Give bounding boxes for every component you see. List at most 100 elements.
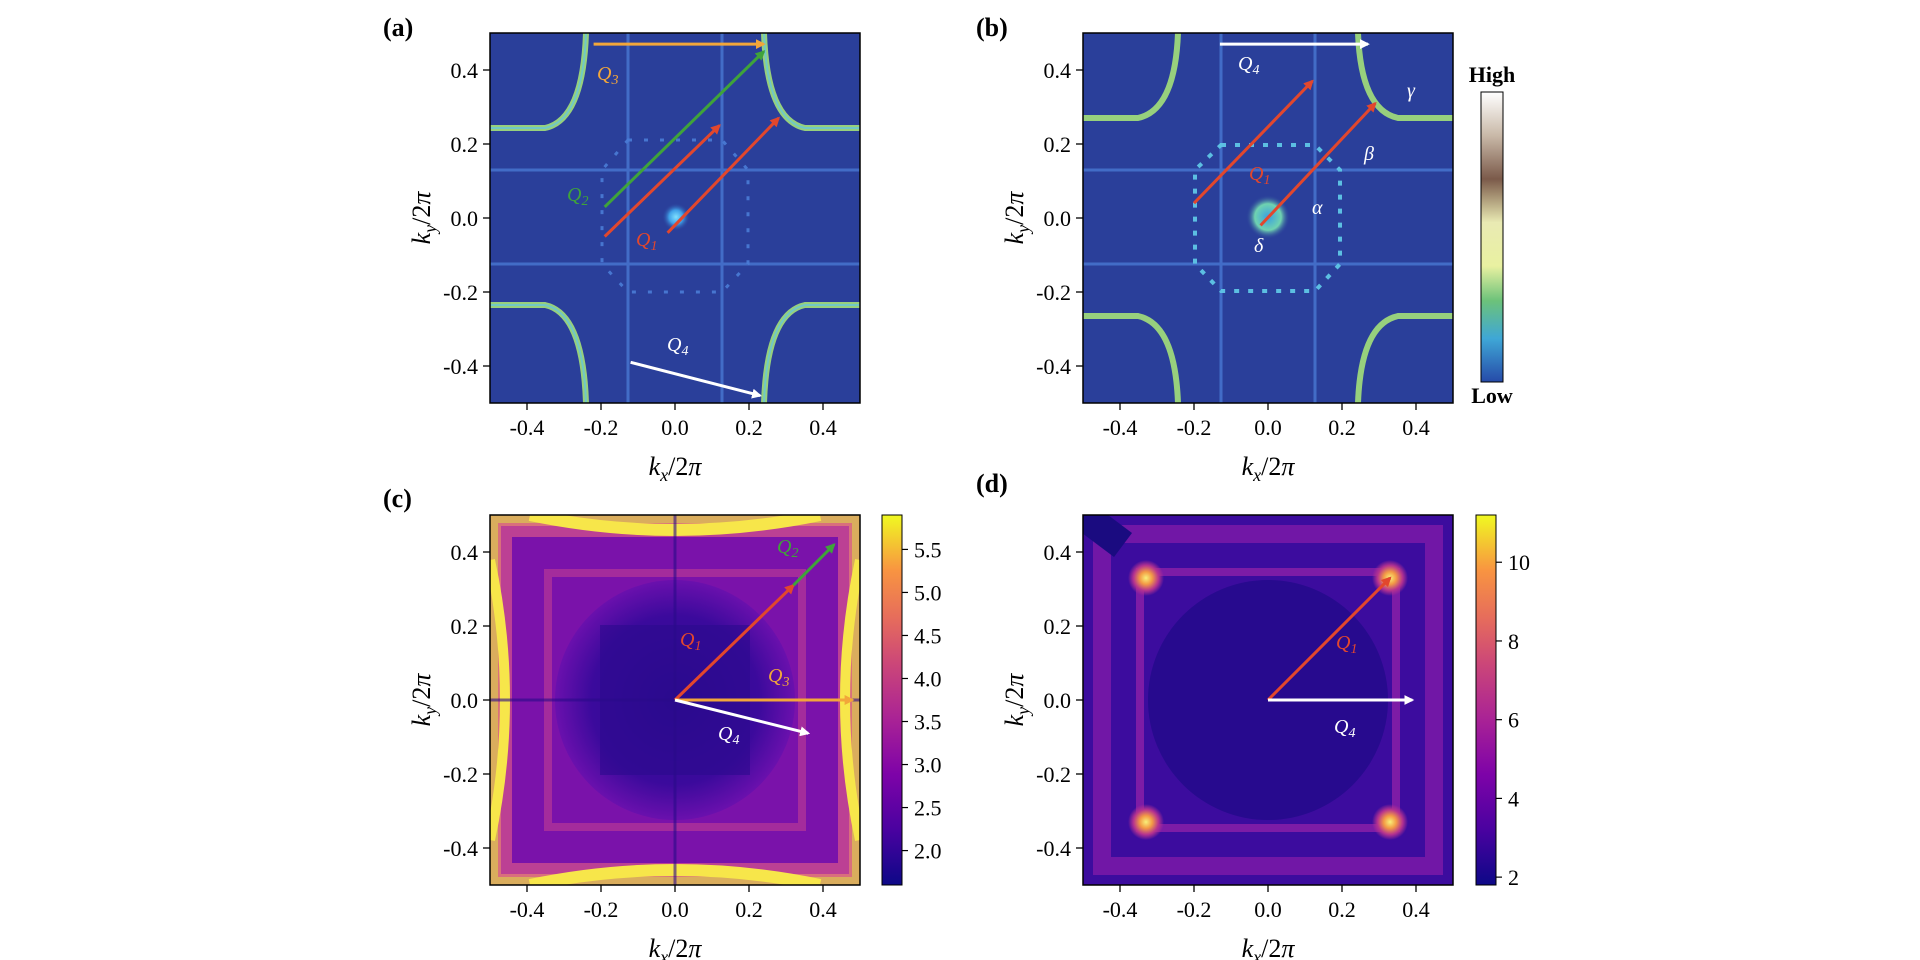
colorbar-c <box>881 514 903 886</box>
y-tick-label: -0.2 <box>443 762 478 787</box>
vector-q1 <box>673 583 795 702</box>
vector-q1 <box>1259 101 1377 227</box>
panel-a-xlabel: kx/2π <box>649 452 703 485</box>
vector-q1 <box>1192 79 1314 205</box>
y-tick-label: 0.4 <box>1044 58 1072 83</box>
vector-q1 <box>666 116 780 234</box>
y-tick-label: 0.0 <box>451 206 479 231</box>
y-tick-label: 0.0 <box>1044 206 1072 231</box>
panel-b: (b) -0.4 -0.2 0.0 0.2 0.4 0.4 0.2 0.0 -0.2 -0.4 k… <box>976 13 1515 485</box>
panel-c: (c) -0.4 -0.2 0.0 0.2 0.4 0.4 0.2 0.0 -0.2 -0.4 k… <box>383 484 942 960</box>
colorbar-tick-label: 4.0 <box>914 666 942 691</box>
colorbar-tick-label: 5.0 <box>914 580 942 605</box>
panel-a-label: (a) <box>383 13 413 42</box>
panel-d-ticks: -0.4 -0.2 0.0 0.2 0.4 0.4 0.2 0.0 -0.2 -0.4 <box>1036 540 1430 922</box>
y-tick-label: 0.4 <box>1044 540 1072 565</box>
x-tick-label: 0.0 <box>661 897 689 922</box>
y-tick-label: 0.4 <box>451 58 479 83</box>
x-tick-label: 0.0 <box>661 415 689 440</box>
colorbar-tick-label: 10 <box>1508 550 1530 575</box>
y-tick-label: 0.2 <box>451 614 479 639</box>
x-tick-label: -0.4 <box>510 415 545 440</box>
colorbar-tick-label: 4.5 <box>914 623 942 648</box>
panel-d-label: (d) <box>976 469 1008 498</box>
panel-c-label: (c) <box>383 484 412 513</box>
y-tick-label: 0.2 <box>1044 132 1072 157</box>
vector-q4 <box>630 360 763 399</box>
colorbar-tick-label: 3.5 <box>914 710 942 735</box>
x-tick-label: 0.0 <box>1254 897 1282 922</box>
x-tick-label: 0.2 <box>1328 897 1356 922</box>
panel-b-ylabel: ky/2π <box>1000 191 1033 245</box>
y-tick-label: -0.4 <box>1036 836 1071 861</box>
colorbar-tick-label: 3.0 <box>914 753 942 778</box>
y-tick-label: -0.4 <box>1036 354 1071 379</box>
band-gamma: γ <box>1407 80 1416 102</box>
colorbar-tick-label: 2 <box>1508 865 1519 890</box>
panel-c-xlabel: kx/2π <box>649 934 703 960</box>
colorbar-tick-label: 6 <box>1508 708 1519 733</box>
y-tick-label: 0.0 <box>451 688 479 713</box>
panel-a-ylabel: ky/2π <box>407 191 440 245</box>
panel-b-vectors <box>1192 39 1377 227</box>
y-tick-label: 0.4 <box>451 540 479 565</box>
colorbar-b-high: High <box>1469 62 1515 87</box>
y-tick-label: -0.4 <box>443 354 478 379</box>
x-tick-label: -0.2 <box>584 415 619 440</box>
x-tick-label: -0.4 <box>1103 415 1138 440</box>
panel-c-ylabel: ky/2π <box>407 673 440 727</box>
x-tick-label: 0.4 <box>1402 897 1430 922</box>
colorbar-tick-label: 5.5 <box>914 537 942 562</box>
x-tick-label: -0.4 <box>510 897 545 922</box>
y-tick-label: -0.2 <box>1036 280 1071 305</box>
panel-d-ylabel: ky/2π <box>1000 673 1033 727</box>
y-tick-label: -0.4 <box>443 836 478 861</box>
y-tick-label: 0.2 <box>451 132 479 157</box>
y-tick-label: -0.2 <box>443 280 478 305</box>
panel-c-ticks: -0.4 -0.2 0.0 0.2 0.4 0.4 0.2 0.0 -0.2 -0.4 <box>443 540 837 922</box>
y-tick-label: 0.0 <box>1044 688 1072 713</box>
vector-q2 <box>603 50 766 208</box>
panel-a-heatmap <box>490 33 860 403</box>
vector-q4 <box>674 698 811 737</box>
x-tick-label: 0.4 <box>809 897 837 922</box>
panel-a-ticks: -0.4 -0.2 0.0 0.2 0.4 0.4 0.2 0.0 -0.2 -0.4 <box>443 58 837 440</box>
x-tick-label: -0.2 <box>1177 415 1212 440</box>
colorbar-c-ticks: 5.5 5.0 4.5 4.0 3.5 3.0 2.5 2.0 <box>902 537 942 864</box>
panel-a-vectors <box>593 39 780 399</box>
colorbar-tick-label: 8 <box>1508 629 1519 654</box>
x-tick-label: 0.4 <box>809 415 837 440</box>
colorbar-tick-label: 2.0 <box>914 839 942 864</box>
vector-q1 <box>1266 576 1392 702</box>
x-tick-label: 0.0 <box>1254 415 1282 440</box>
panel-d-xlabel: kx/2π <box>1242 934 1296 960</box>
panel-b-xlabel: kx/2π <box>1242 452 1296 485</box>
x-tick-label: -0.4 <box>1103 897 1138 922</box>
x-tick-label: -0.2 <box>584 897 619 922</box>
panel-c-vectors <box>673 543 855 737</box>
y-tick-label: -0.2 <box>1036 762 1071 787</box>
colorbar-d <box>1475 514 1497 886</box>
band-alpha: α <box>1312 197 1323 219</box>
panel-d: (d) -0.4 -0.2 0.0 0.2 0.4 0.4 0.2 0.0 -0.2 -0.4 k… <box>976 469 1530 960</box>
colorbar-b-low: Low <box>1471 383 1513 408</box>
x-tick-label: 0.2 <box>1328 415 1356 440</box>
panel-b-label: (b) <box>976 13 1008 42</box>
colorbar-tick-label: 2.5 <box>914 796 942 821</box>
x-tick-label: -0.2 <box>1177 897 1212 922</box>
vector-q2 <box>792 543 836 587</box>
panel-b-ticks: -0.4 -0.2 0.0 0.2 0.4 0.4 0.2 0.0 -0.2 -0.4 <box>1036 58 1430 440</box>
band-delta: δ <box>1254 235 1264 257</box>
y-tick-label: 0.2 <box>1044 614 1072 639</box>
x-tick-label: 0.4 <box>1402 415 1430 440</box>
colorbar-b <box>1480 91 1504 383</box>
x-tick-label: 0.2 <box>735 415 763 440</box>
panel-a: (a) <box>383 13 861 485</box>
colorbar-tick-label: 4 <box>1508 786 1519 811</box>
colorbar-d-ticks: 10 8 6 4 2 <box>1496 550 1530 890</box>
panel-d-vectors <box>1266 576 1415 705</box>
vector-q1 <box>603 124 721 238</box>
x-tick-label: 0.2 <box>735 897 763 922</box>
band-beta: β <box>1363 143 1374 165</box>
